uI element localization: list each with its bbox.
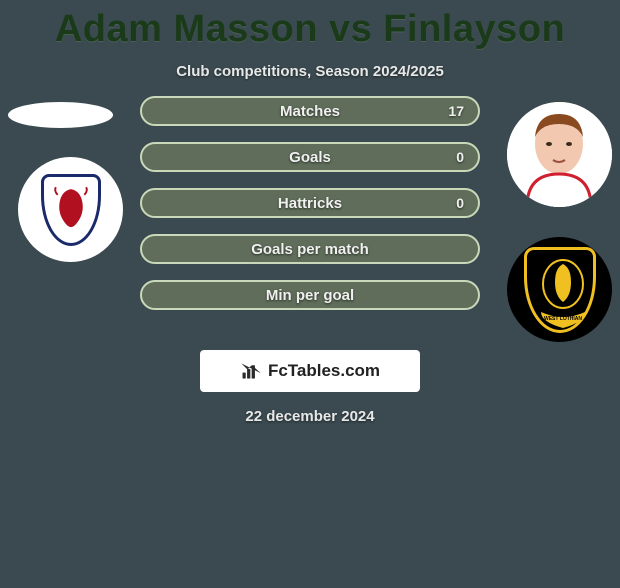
branding-text: FcTables.com xyxy=(268,361,380,381)
stat-bar-hattricks: Hattricks 0 xyxy=(140,188,480,218)
stat-label: Goals per match xyxy=(251,241,369,258)
stat-label: Goals xyxy=(289,149,331,166)
svg-text:WEST LOTHIAN: WEST LOTHIAN xyxy=(543,316,581,322)
stat-label: Min per goal xyxy=(266,287,354,304)
crest-left xyxy=(18,157,123,262)
stat-value-right: 0 xyxy=(456,195,464,211)
branding-badge: FcTables.com xyxy=(200,350,420,392)
stat-bar-min-per-goal: Min per goal xyxy=(140,280,480,310)
chart-icon xyxy=(240,360,262,382)
avatar-left xyxy=(8,102,113,128)
crest-right: WEST LOTHIAN xyxy=(507,237,612,342)
stat-bar-goals-per-match: Goals per match xyxy=(140,234,480,264)
avatar-right xyxy=(507,102,612,207)
stat-label: Hattricks xyxy=(278,195,342,212)
stat-bar-matches: Matches 17 xyxy=(140,96,480,126)
comparison-content: WEST LOTHIAN Matches 17 Goals 0 Hattrick… xyxy=(0,102,620,342)
date-label: 22 december 2024 xyxy=(0,408,620,425)
stat-value-right: 17 xyxy=(448,103,464,119)
stat-value-right: 0 xyxy=(456,149,464,165)
subtitle: Club competitions, Season 2024/2025 xyxy=(0,63,620,80)
page-title: Adam Masson vs Finlayson xyxy=(0,8,620,51)
stat-bars: Matches 17 Goals 0 Hattricks 0 Goals per… xyxy=(140,96,480,310)
stat-bar-goals: Goals 0 xyxy=(140,142,480,172)
stat-label: Matches xyxy=(280,103,340,120)
